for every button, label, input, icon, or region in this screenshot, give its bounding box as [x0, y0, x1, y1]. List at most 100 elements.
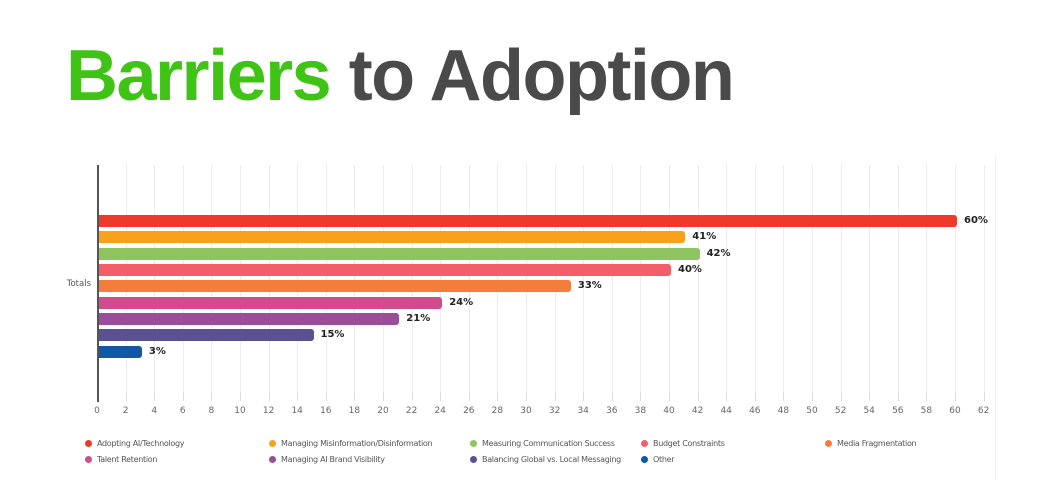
x-axis-tick-label: 26	[463, 406, 475, 416]
x-axis-tick-label: 34	[577, 406, 589, 416]
legend-dot-icon	[269, 456, 276, 463]
x-axis-tick-mark	[955, 392, 956, 401]
x-axis-tick-mark	[783, 392, 785, 401]
x-axis-tick-mark	[211, 392, 213, 401]
gridline	[497, 165, 499, 392]
x-axis-tick-mark	[669, 392, 670, 401]
x-axis-tick-mark	[354, 392, 356, 401]
bar	[99, 280, 571, 293]
y-axis-line	[97, 165, 99, 402]
bar-value-label: 41%	[692, 231, 717, 243]
bar-value-label: 40%	[678, 264, 702, 276]
gridline	[783, 165, 785, 392]
legend-dot-icon	[470, 456, 477, 463]
legend-label: Balancing Global vs. Local Messaging	[482, 455, 621, 464]
gridline	[211, 165, 213, 392]
x-axis-tick-mark	[268, 392, 270, 401]
x-axis-tick-label: 22	[405, 406, 418, 416]
x-axis-tick-mark	[325, 392, 327, 401]
gridline	[440, 165, 442, 392]
x-axis-tick-label: 38	[634, 406, 647, 416]
gridline	[697, 165, 699, 392]
title-rest: to Adoption	[330, 36, 735, 116]
legend-label: Managing AI Brand Visibility	[281, 455, 385, 464]
legend-dot-icon	[85, 456, 92, 463]
x-axis-tick-mark	[726, 392, 728, 401]
gridline	[297, 165, 299, 392]
gridline	[640, 165, 642, 392]
legend-dot-icon	[269, 440, 276, 447]
legend-dot-icon	[641, 456, 648, 463]
x-axis-tick-label: 18	[348, 406, 361, 416]
legend-dot-icon	[825, 440, 832, 447]
legend-label: Adopting AI/Technology	[97, 439, 185, 448]
gridline	[812, 165, 813, 392]
gridline	[268, 165, 270, 392]
gridline	[669, 165, 670, 392]
legend-dot-icon	[85, 440, 92, 447]
x-axis-tick-label: 52	[834, 406, 847, 416]
gridline	[325, 165, 327, 392]
x-axis-tick-mark	[526, 392, 527, 401]
x-axis-tick-mark	[497, 392, 499, 401]
x-axis-tick-mark	[869, 392, 871, 401]
x-axis-tick-mark	[640, 392, 642, 401]
gridline	[526, 165, 527, 392]
gridline	[583, 165, 585, 392]
x-axis-tick-mark	[154, 392, 156, 401]
bar-value-label: 24%	[449, 296, 474, 308]
gridline	[840, 165, 842, 392]
gridline	[468, 165, 470, 392]
gridline	[754, 165, 756, 392]
gridline	[354, 165, 356, 392]
legend-label: Talent Retention	[97, 455, 158, 464]
x-axis-tick-label: 46	[749, 406, 761, 416]
bar	[99, 329, 314, 342]
x-axis-tick-mark	[840, 392, 842, 401]
x-axis-tick-label: 4	[151, 406, 158, 416]
y-axis-category-label: Totals	[66, 279, 91, 289]
x-axis-tick-mark	[468, 392, 470, 401]
x-axis-tick-mark	[125, 392, 127, 401]
x-axis-tick-mark	[897, 392, 899, 401]
x-axis-tick-mark	[812, 392, 813, 401]
gridline	[611, 165, 613, 392]
x-axis-tick-label: 10	[234, 406, 246, 416]
gridline	[240, 165, 241, 392]
x-axis-tick-label: 40	[663, 406, 675, 416]
x-axis-tick-label: 24	[434, 406, 446, 416]
title-highlight: Barriers	[66, 36, 332, 116]
x-axis-tick-label: 16	[320, 406, 332, 416]
legend-label: Budget Constraints	[653, 439, 725, 448]
gridline	[955, 165, 956, 392]
gridline	[554, 165, 556, 392]
x-axis-tick-label: 54	[863, 406, 875, 416]
gridline	[869, 165, 871, 392]
x-axis-tick-label: 12	[262, 406, 275, 416]
gridline	[182, 165, 184, 392]
x-axis-tick-label: 60	[949, 406, 961, 416]
x-axis-tick-label: 32	[548, 406, 561, 416]
bar	[99, 296, 443, 309]
legend-dot-icon	[641, 440, 648, 447]
x-axis-tick-label: 8	[208, 406, 215, 416]
x-axis-tick-label: 48	[777, 406, 790, 416]
x-axis-tick-mark	[983, 392, 985, 401]
x-axis-tick-mark	[411, 392, 413, 401]
bar	[99, 345, 142, 358]
x-axis-tick-label: 62	[977, 406, 990, 416]
x-axis-tick-mark	[554, 392, 556, 401]
gridline	[926, 165, 928, 392]
bar	[99, 215, 957, 227]
page-title: Barriers to Adoption	[66, 40, 735, 112]
x-axis-tick-label: 20	[377, 406, 389, 416]
legend-label: Other	[653, 455, 675, 464]
x-axis-tick-mark	[583, 392, 585, 401]
bar-value-label: 15%	[320, 329, 345, 341]
x-axis-tick-label: 2	[122, 406, 129, 416]
x-axis-tick-mark	[926, 392, 928, 401]
gridline	[726, 165, 728, 392]
x-axis-tick-label: 0	[94, 406, 100, 416]
gridline	[383, 165, 384, 392]
